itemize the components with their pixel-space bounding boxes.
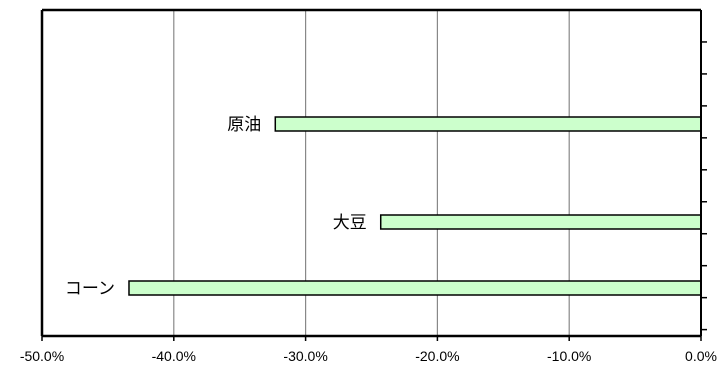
x-tick-label: -50.0% <box>20 348 64 364</box>
bar <box>274 116 702 132</box>
x-tick-label: 0.0% <box>685 348 717 364</box>
bars <box>128 116 702 296</box>
x-tick-label: -20.0% <box>415 348 459 364</box>
category-label: 大豆 <box>333 213 367 233</box>
axes <box>40 8 707 341</box>
category-label: 原油 <box>227 115 261 135</box>
x-tick-label: -10.0% <box>547 348 591 364</box>
x-tick-label: -40.0% <box>152 348 196 364</box>
x-tick-label: -30.0% <box>283 348 327 364</box>
bar <box>379 214 702 230</box>
bar <box>128 280 702 296</box>
category-label: コーン <box>65 279 115 299</box>
